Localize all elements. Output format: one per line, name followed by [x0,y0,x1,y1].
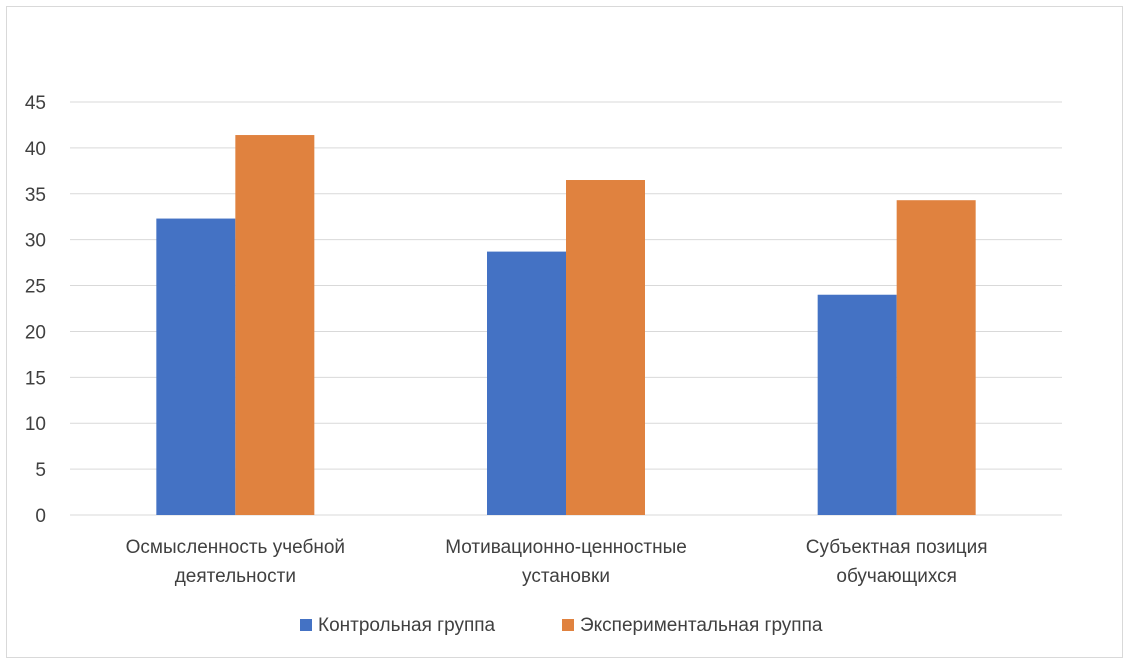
legend-swatch [562,619,574,631]
y-tick-label: 10 [25,414,46,435]
y-tick-label: 40 [25,139,46,160]
bars [156,135,976,516]
y-tick-label: 5 [35,460,46,481]
x-category-label: Мотивационно-ценностные [445,537,687,558]
bar-control [156,218,236,515]
bar-experimental [566,180,645,515]
bar-experimental [235,135,315,516]
y-tick-label: 0 [35,506,46,527]
legend: Контрольная группа Экспериментальная груп… [300,615,823,636]
x-category-label: Субъектная позиция [806,537,988,558]
x-category-label: деятельности [175,566,296,587]
legend-label: Экспериментальная группа [580,615,823,636]
y-tick-label: 35 [25,185,46,206]
x-category-label: установки [522,566,610,587]
bar-control [817,294,897,515]
legend-swatch [300,619,312,631]
bar-control [487,251,566,515]
legend-label: Контрольная группа [318,615,496,636]
bar-experimental [896,200,976,516]
x-axis-labels: Осмысленность учебной деятельности Мотивац… [126,537,988,587]
y-tick-label: 15 [25,368,46,389]
y-tick-label: 25 [25,277,46,298]
x-category-label: Осмысленность учебной [126,537,345,558]
y-tick-label: 30 [25,231,46,252]
y-tick-label: 20 [25,322,46,343]
y-axis-ticks: 0 5 10 15 20 25 30 35 40 45 [25,93,46,527]
x-category-label: обучающихся [836,566,957,587]
y-tick-label: 45 [25,93,46,114]
